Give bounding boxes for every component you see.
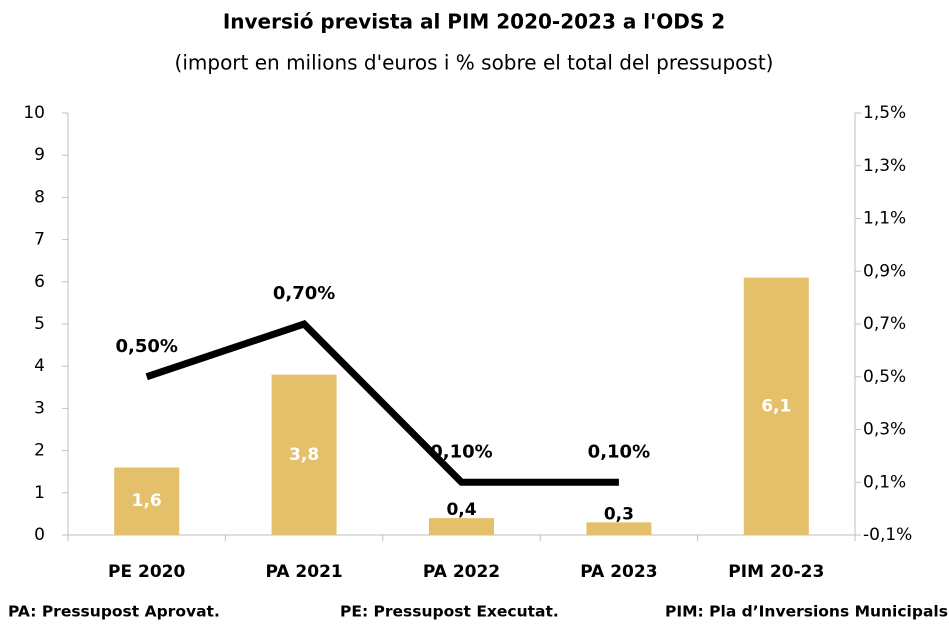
y2-tick-label: 0,7% [863,314,906,334]
bar-value-label: 0,3 [604,504,634,524]
y2-tick-label: -0,1% [863,525,912,545]
x-tick-label: PA 2021 [265,562,342,582]
y2-tick-label: 0,3% [863,420,906,440]
y-tick-label: 7 [34,230,45,250]
bar-value-label: 1,6 [132,491,162,511]
y-tick-label: 1 [34,483,45,503]
y-tick-label: 2 [34,441,45,461]
chart-title: Inversió prevista al PIM 2020-2023 a l'O… [223,10,725,34]
y2-tick-label: 1,5% [863,103,906,123]
y2-tick-label: 0,5% [863,367,906,387]
bar-value-label: 0,4 [446,500,476,520]
annotation: PE: Pressupost Executat. [340,603,559,621]
bar [114,467,180,535]
line-value-label: 0,10% [588,441,650,462]
line [145,319,619,486]
x-tick-label: PA 2023 [580,562,657,582]
annotation: PA: Pressupost Aprovat. [8,603,220,621]
y2-tick-label: 0,1% [863,472,906,492]
y-tick-label: 5 [34,314,45,334]
x-tick-label: PIM 20-23 [728,562,824,582]
y-tick-label: 6 [34,272,45,292]
y-tick-label: 4 [34,356,45,376]
x-tick-label: PE 2020 [108,562,185,582]
y2-tick-label: 0,9% [863,261,906,281]
y-tick-label: 8 [34,187,45,207]
line-value-label: 0,10% [430,441,492,462]
line-value-label: 0,70% [273,283,335,304]
bar [586,522,652,535]
bar [743,277,809,535]
y-tick-label: 0 [34,525,45,545]
bar-value-label: 6,1 [761,396,791,416]
bar [271,374,337,535]
y-tick-label: 10 [23,103,45,123]
y2-tick-label: 1,1% [863,209,906,229]
y-tick-label: 9 [34,145,45,165]
y2-tick-label: 1,3% [863,156,906,176]
chart-subtitle: (import en milions d'euros i % sobre el … [175,51,774,75]
bar [429,518,494,535]
annotation: PIM: Pla d’Inversions Municipals [665,603,948,621]
line-value-label: 0,50% [115,336,177,357]
y-tick-label: 3 [34,398,45,418]
bar-value-label: 3,8 [289,445,319,465]
x-tick-label: PA 2022 [423,562,500,582]
